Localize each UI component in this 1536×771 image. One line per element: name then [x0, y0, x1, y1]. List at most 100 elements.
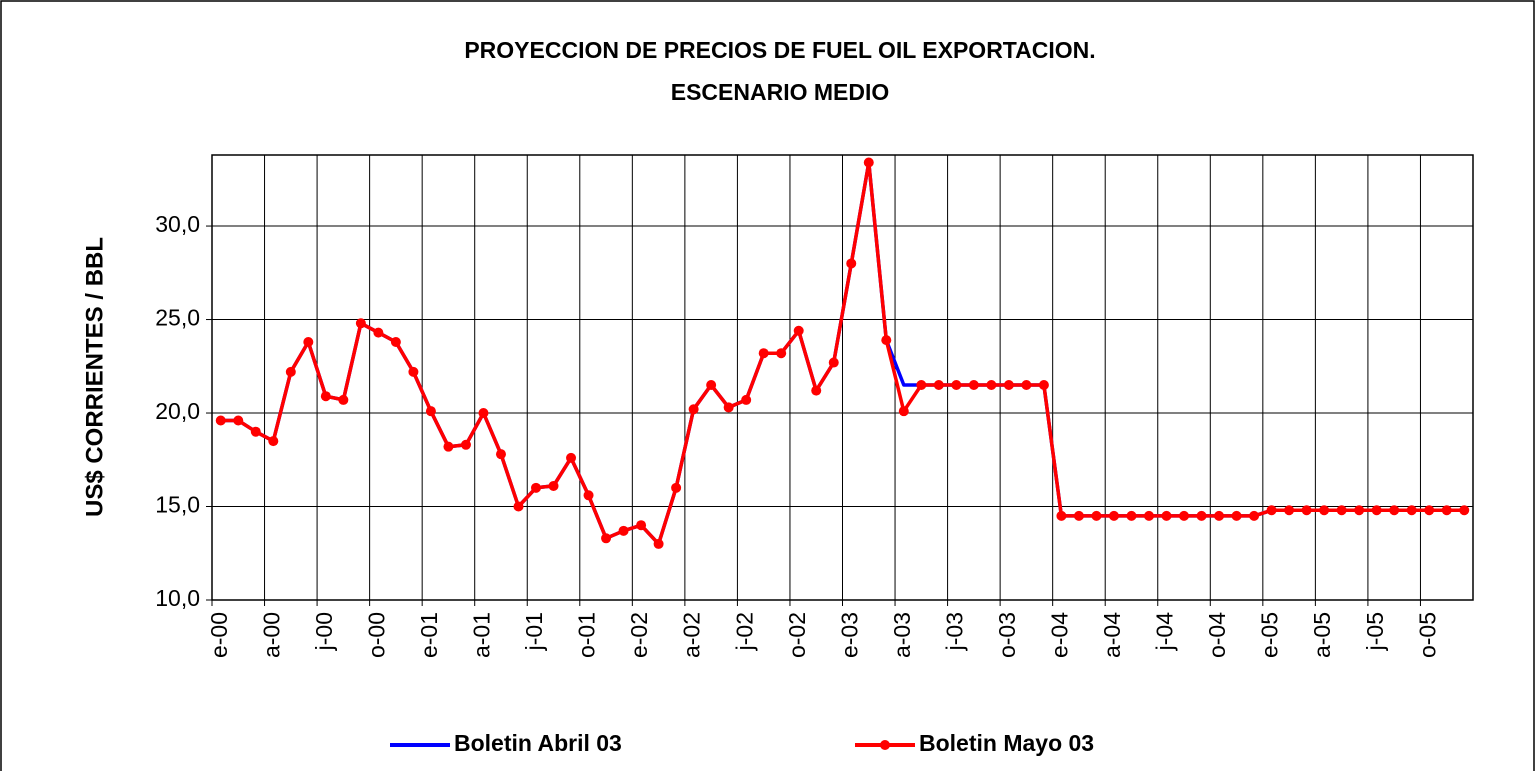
point — [758, 348, 769, 359]
point — [793, 325, 804, 336]
legend-label: Boletin Abril 03 — [454, 730, 622, 756]
point — [933, 379, 944, 390]
point — [285, 366, 296, 377]
point — [1266, 505, 1277, 516]
point — [811, 385, 822, 396]
point — [916, 379, 927, 390]
point — [828, 357, 839, 368]
point — [1038, 379, 1049, 390]
point — [566, 452, 577, 463]
point — [1301, 505, 1312, 516]
point — [1161, 510, 1172, 521]
point — [583, 490, 594, 501]
point — [1319, 505, 1330, 516]
point — [1073, 510, 1084, 521]
x-tick-label: j-01 — [521, 612, 547, 651]
point — [460, 439, 471, 450]
point — [1389, 505, 1400, 516]
point — [531, 482, 542, 493]
point — [951, 379, 962, 390]
y-tick-label: 20,0 — [155, 398, 200, 424]
x-tick-label: e-04 — [1047, 612, 1073, 658]
x-tick-label: o-02 — [784, 612, 810, 658]
x-tick-label: j-02 — [731, 612, 757, 651]
point — [513, 501, 524, 512]
point — [1284, 505, 1295, 516]
point — [898, 406, 909, 417]
point — [1249, 510, 1260, 521]
point — [618, 525, 629, 536]
point — [986, 379, 997, 390]
x-tick-label: o-05 — [1414, 612, 1440, 658]
point — [1354, 505, 1365, 516]
point — [1336, 505, 1347, 516]
point — [478, 408, 489, 419]
point — [1371, 505, 1382, 516]
point — [653, 538, 664, 549]
legend-label: Boletin Mayo 03 — [919, 730, 1094, 756]
point — [215, 415, 226, 426]
point — [443, 441, 454, 452]
point — [390, 336, 401, 347]
plot-area — [211, 154, 1474, 601]
point — [1021, 379, 1032, 390]
x-tick-label: a-01 — [469, 612, 495, 658]
y-tick-label: 25,0 — [155, 305, 200, 331]
point — [1231, 510, 1242, 521]
point — [1056, 510, 1067, 521]
point — [250, 426, 261, 437]
x-tick-label: o-04 — [1204, 612, 1230, 658]
x-tick-label: a-04 — [1099, 612, 1125, 658]
y-axis-label: US$ CORRIENTES / BBL — [81, 237, 108, 517]
point — [408, 366, 419, 377]
x-tick-label: e-01 — [416, 612, 442, 658]
point — [320, 391, 331, 402]
point — [1091, 510, 1102, 521]
point — [968, 379, 979, 390]
x-tick-label: o-01 — [574, 612, 600, 658]
point — [1196, 510, 1207, 521]
x-tick-label: o-00 — [363, 612, 389, 658]
point — [723, 402, 734, 413]
point — [863, 157, 874, 168]
x-tick-label: e-03 — [836, 612, 862, 658]
point — [548, 480, 559, 491]
point — [1459, 505, 1470, 516]
point — [706, 379, 717, 390]
x-tick-label: j-00 — [311, 612, 337, 651]
point — [846, 258, 857, 269]
point — [1406, 505, 1417, 516]
x-tick-label: a-00 — [258, 612, 284, 658]
point — [601, 533, 612, 544]
point — [425, 406, 436, 417]
x-tick-label: a-02 — [679, 612, 705, 658]
point — [1441, 505, 1452, 516]
chart-title: PROYECCION DE PRECIOS DE FUEL OIL EXPORT… — [464, 37, 1095, 63]
point — [636, 520, 647, 531]
x-tick-label: a-05 — [1309, 612, 1335, 658]
y-tick-label: 30,0 — [155, 211, 200, 237]
point — [881, 335, 892, 346]
point — [688, 404, 699, 415]
y-tick-label: 10,0 — [155, 585, 200, 611]
x-tick-label: e-00 — [206, 612, 232, 658]
point — [1214, 510, 1225, 521]
point — [338, 394, 349, 405]
point — [1143, 510, 1154, 521]
legend-marker — [880, 740, 890, 750]
x-tick-label: j-03 — [941, 612, 967, 651]
point — [373, 327, 384, 338]
point — [776, 348, 787, 359]
point — [741, 394, 752, 405]
point — [355, 318, 366, 329]
x-tick-label: j-04 — [1152, 612, 1178, 652]
chart-subtitle: ESCENARIO MEDIO — [671, 79, 890, 105]
x-tick-label: a-03 — [889, 612, 915, 658]
point — [1424, 505, 1435, 516]
x-tick-label: j-05 — [1362, 612, 1388, 651]
point — [1126, 510, 1137, 521]
point — [303, 336, 314, 347]
point — [671, 482, 682, 493]
